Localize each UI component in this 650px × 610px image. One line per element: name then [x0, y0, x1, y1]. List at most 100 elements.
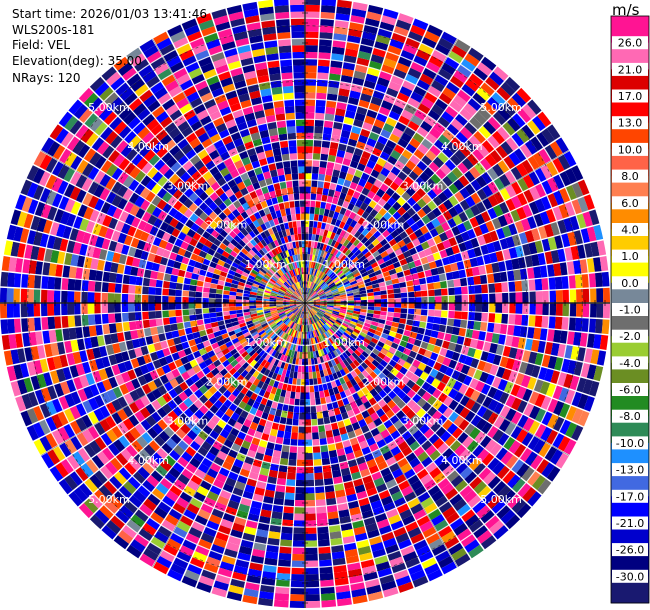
range-gate	[493, 402, 505, 415]
range-gate	[100, 201, 111, 215]
range-gate	[492, 130, 505, 145]
range-gate	[230, 348, 238, 356]
range-gate	[58, 396, 70, 411]
range-gate	[412, 165, 424, 177]
range-gate	[305, 4, 320, 12]
range-gate	[357, 265, 365, 272]
range-gate	[181, 303, 189, 310]
range-gate	[318, 320, 324, 327]
range-gate	[353, 294, 361, 298]
range-gate	[10, 241, 20, 257]
range-gate	[573, 332, 582, 346]
range-gate	[292, 418, 299, 427]
range-gate	[565, 405, 577, 421]
range-gate	[239, 322, 247, 328]
range-gate	[398, 115, 410, 127]
range-gate	[315, 322, 320, 329]
range-gate	[333, 248, 339, 257]
range-gate	[317, 418, 324, 426]
range-gate	[330, 380, 337, 389]
range-gate	[491, 217, 502, 230]
range-gate	[380, 311, 388, 316]
range-gate	[261, 278, 269, 284]
range-gate	[83, 337, 93, 350]
range-gate	[323, 120, 334, 129]
range-gate	[75, 363, 86, 376]
range-gate	[266, 283, 274, 289]
range-gate	[355, 262, 364, 269]
range-gate	[446, 318, 455, 327]
range-gate	[213, 330, 222, 338]
range-gate	[282, 332, 288, 340]
range-gate	[402, 515, 416, 527]
range-gate	[300, 392, 305, 400]
range-gate	[474, 284, 482, 294]
range-gate	[316, 336, 321, 344]
range-gate	[176, 520, 191, 533]
range-gate	[298, 426, 305, 433]
range-gate	[319, 281, 326, 288]
range-gate	[236, 288, 244, 294]
range-gate	[282, 303, 290, 306]
range-gate	[316, 270, 322, 278]
range-gate	[309, 267, 313, 275]
range-gate	[582, 288, 590, 303]
range-gate	[290, 350, 295, 358]
range-gate	[306, 304, 312, 309]
range-gate	[45, 416, 57, 432]
range-gate	[281, 410, 288, 418]
range-gate	[249, 291, 257, 296]
range-gate	[243, 331, 251, 338]
range-gate	[259, 467, 270, 477]
range-gate	[126, 73, 141, 87]
range-gate	[257, 287, 265, 292]
range-gate	[421, 155, 433, 167]
range-gate	[352, 594, 368, 605]
range-gate	[168, 207, 178, 218]
range-gate	[432, 207, 442, 218]
range-gate	[351, 331, 360, 337]
range-gate	[336, 496, 347, 505]
range-gate	[360, 296, 368, 300]
range-gate	[409, 440, 421, 452]
range-gate	[279, 287, 287, 292]
range-gate	[310, 309, 316, 315]
range-gate	[319, 294, 326, 298]
range-gate	[170, 433, 182, 445]
range-gate	[337, 285, 345, 291]
range-gate	[67, 291, 75, 303]
range-gate	[218, 466, 230, 477]
range-gate	[107, 149, 120, 163]
range-gate	[349, 362, 357, 370]
range-gate	[439, 347, 448, 357]
range-gate	[311, 268, 315, 276]
range-gate	[435, 224, 445, 235]
range-gate	[407, 291, 415, 298]
range-gate	[432, 274, 440, 283]
range-gate	[313, 357, 318, 365]
range-gate	[141, 113, 155, 126]
range-gate	[427, 24, 443, 37]
range-gate	[426, 343, 435, 352]
range-gate	[390, 229, 400, 239]
range-gate	[516, 386, 527, 400]
range-gate	[562, 303, 570, 317]
range-gate	[510, 209, 521, 223]
range-gate	[51, 398, 64, 413]
range-gate	[374, 299, 382, 303]
range-gate	[183, 485, 196, 497]
range-gate	[200, 414, 211, 425]
range-gate	[305, 587, 320, 595]
range-gate	[338, 287, 346, 292]
range-gate	[287, 377, 293, 385]
range-gate	[294, 309, 300, 315]
range-gate	[218, 220, 228, 230]
range-gate	[493, 389, 504, 402]
range-gate	[434, 303, 442, 310]
range-gate	[305, 213, 310, 221]
range-gate	[173, 557, 189, 570]
range-gate	[309, 317, 312, 325]
range-gate	[305, 294, 307, 302]
range-gate	[263, 496, 274, 505]
range-gate	[271, 401, 279, 409]
